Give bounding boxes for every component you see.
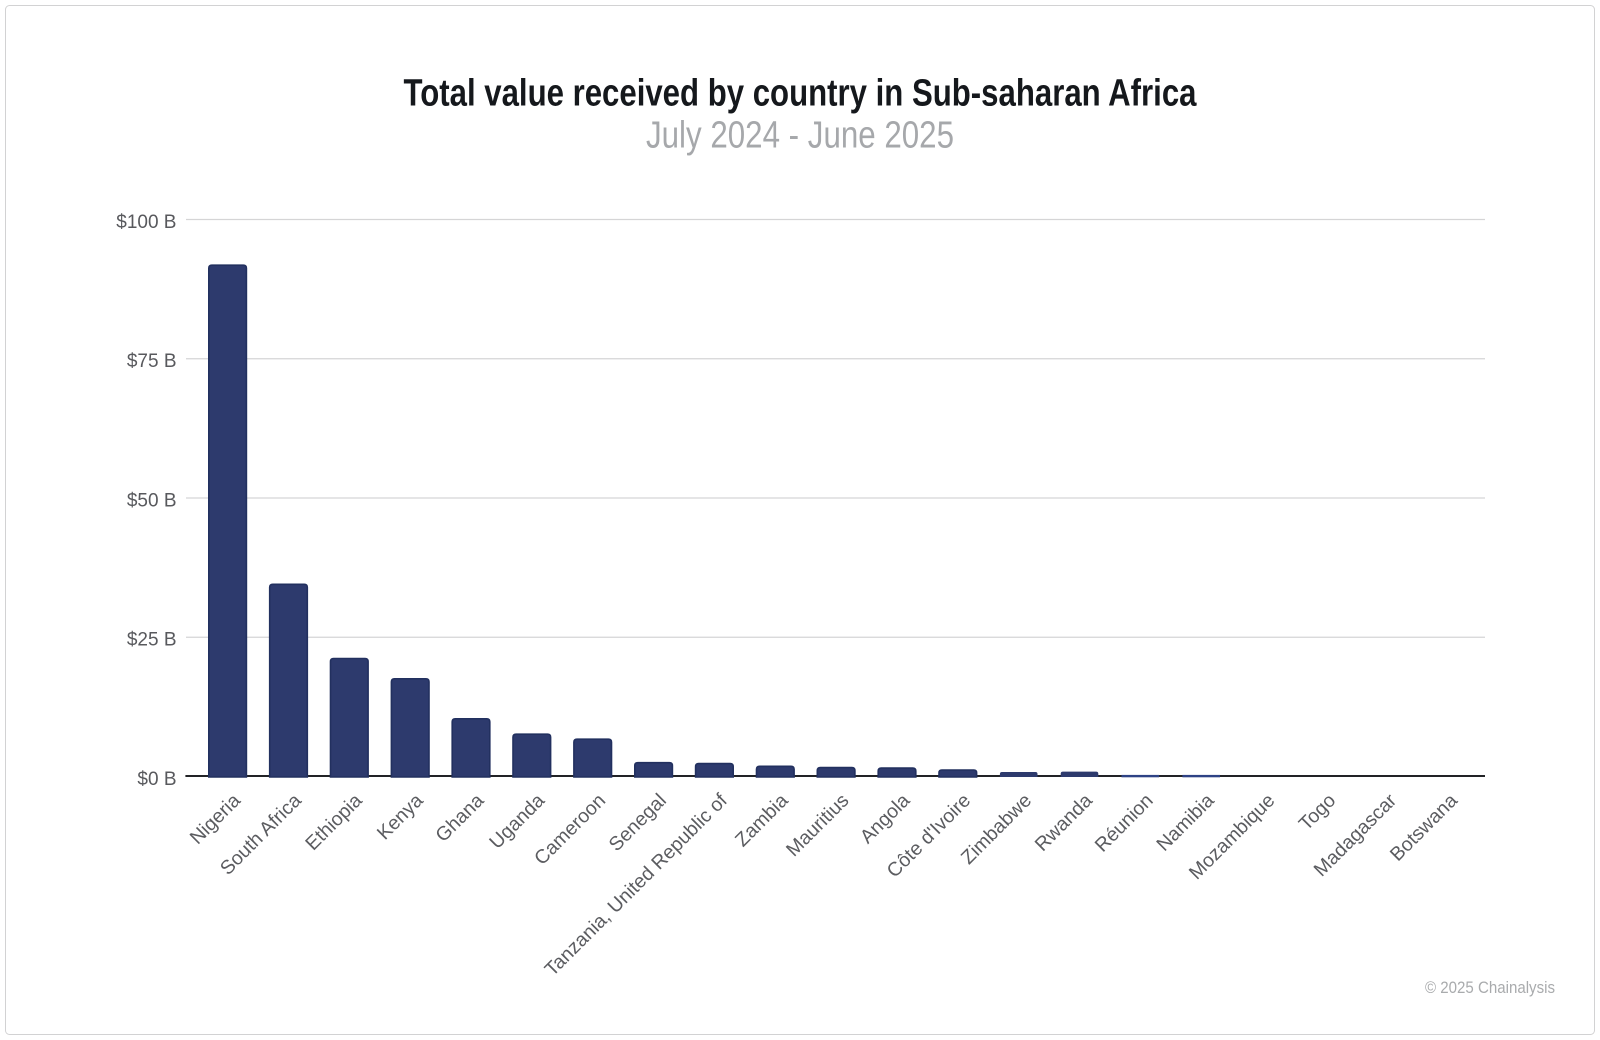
- svg-text:© 2025 Chainalysis: © 2025 Chainalysis: [1425, 978, 1555, 997]
- svg-text:$25 B: $25 B: [127, 630, 177, 651]
- svg-text:July 2024 - June 2025: July 2024 - June 2025: [646, 115, 954, 157]
- svg-text:$50 B: $50 B: [127, 490, 177, 511]
- svg-text:Total value received by countr: Total value received by country in Sub-s…: [404, 73, 1198, 115]
- svg-text:$75 B: $75 B: [127, 351, 177, 372]
- svg-text:$100 B: $100 B: [116, 212, 176, 233]
- svg-text:$0 B: $0 B: [137, 769, 176, 790]
